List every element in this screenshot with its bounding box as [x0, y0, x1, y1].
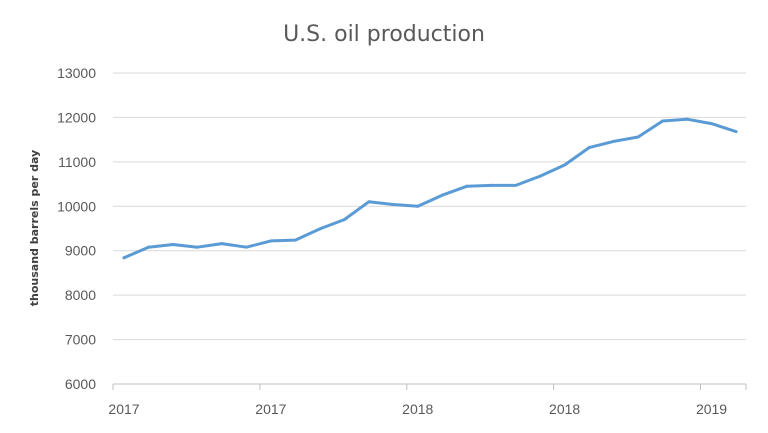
data-point [416, 204, 420, 208]
data-point [489, 183, 493, 187]
data-point [538, 174, 542, 178]
data-point [661, 119, 665, 123]
y-tick-label: 11000 [58, 154, 96, 170]
chart-title: U.S. oil production [283, 22, 485, 47]
data-point [171, 242, 175, 246]
data-point [587, 146, 591, 150]
y-tick-label: 7000 [65, 332, 96, 348]
data-point [146, 245, 150, 249]
series-line [122, 117, 738, 260]
y-tick-label: 8000 [65, 287, 96, 303]
data-point [220, 242, 224, 246]
data-point [563, 163, 567, 167]
y-axis-label: thousand barrels per day [28, 150, 41, 306]
y-tick-label: 13000 [57, 65, 96, 81]
data-point [514, 183, 518, 187]
data-point [318, 227, 322, 231]
y-tick-label: 6000 [65, 376, 96, 392]
data-point [734, 130, 738, 134]
data-point [636, 135, 640, 139]
data-point [440, 193, 444, 197]
data-point [122, 256, 126, 260]
x-tick-label: 2017 [255, 401, 286, 417]
x-tick-label: 2018 [402, 401, 433, 417]
x-tick-label: 2017 [108, 401, 139, 417]
data-point [195, 245, 199, 249]
gridlines [113, 72, 746, 341]
x-axis: 2017 2017 2018 2018 2019 [108, 383, 747, 417]
y-axis: 6000 7000 8000 9000 10000 11000 12000 13000 [57, 65, 96, 392]
series-layer [122, 117, 738, 260]
data-point [342, 218, 346, 222]
data-point [612, 139, 616, 143]
data-point [244, 245, 248, 249]
x-tick-label: 2019 [696, 401, 727, 417]
data-point [710, 122, 714, 126]
data-point [391, 203, 395, 207]
y-tick-label: 10000 [57, 198, 96, 214]
x-tick-label: 2018 [549, 401, 580, 417]
data-point [685, 117, 689, 121]
data-point [367, 200, 371, 204]
data-point [269, 239, 273, 243]
y-tick-label: 12000 [57, 109, 96, 125]
data-point [465, 184, 469, 188]
y-tick-label: 9000 [65, 243, 96, 259]
data-point [293, 238, 297, 242]
